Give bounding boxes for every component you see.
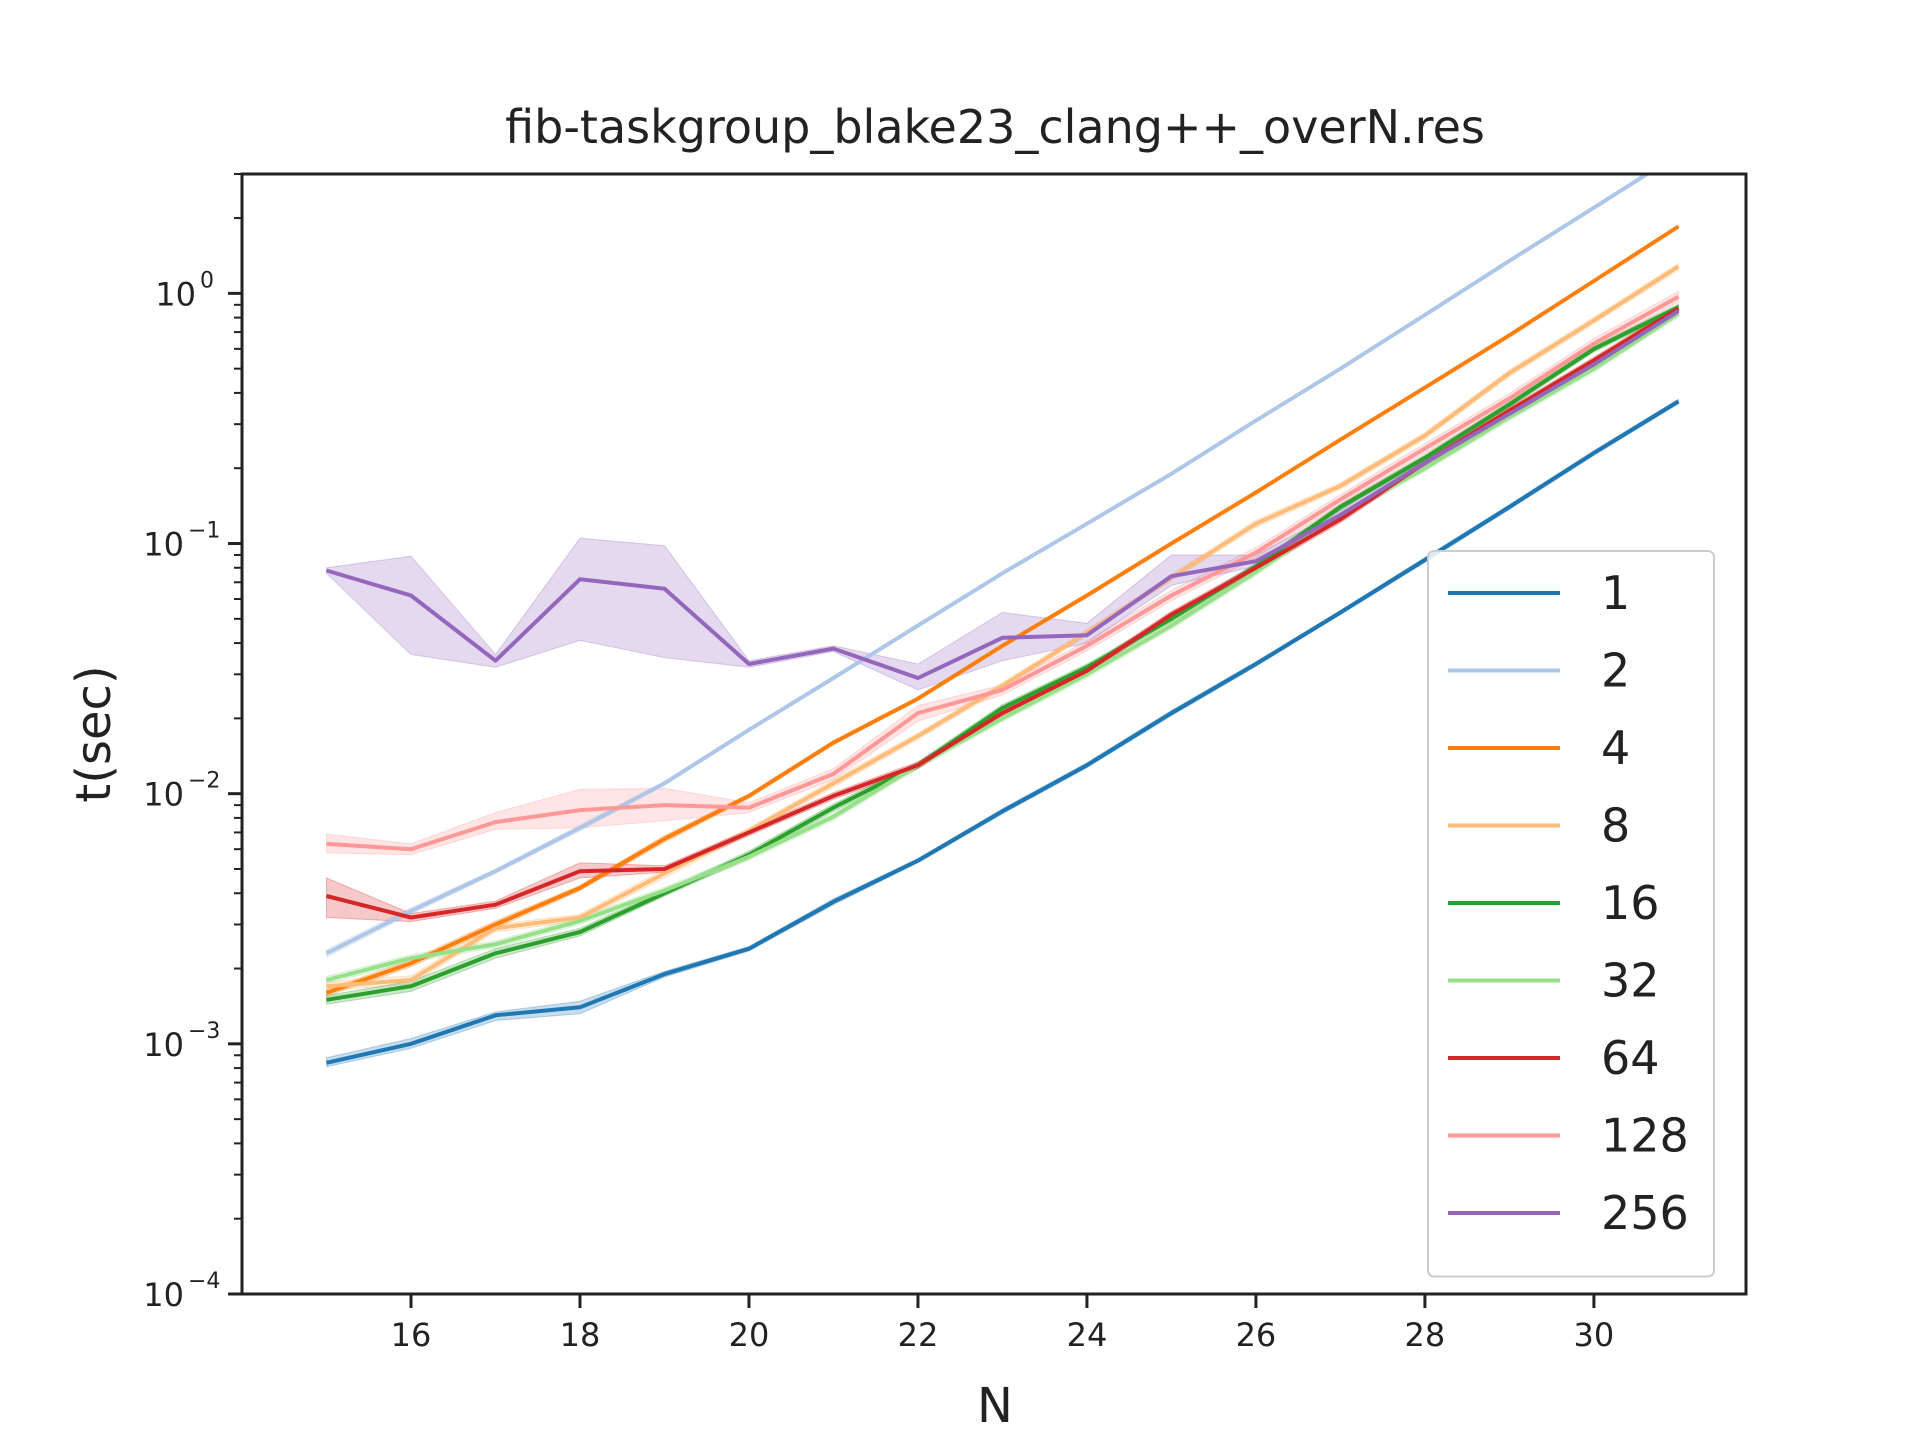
x-axis-label: N <box>977 1378 1013 1434</box>
legend-item-4: 4 <box>1448 721 1630 775</box>
legend-label: 8 <box>1601 799 1630 853</box>
x-tick-label: 24 <box>1067 1316 1108 1354</box>
y-tick-label: 10 0 <box>155 268 214 313</box>
legend-item-16: 16 <box>1448 876 1660 930</box>
y-tick-label: 10 −4 <box>143 1269 220 1314</box>
y-axis-label: t(sec) <box>66 665 122 802</box>
series-lines <box>325 174 1680 1065</box>
y-tick-label: 10 −2 <box>143 769 220 814</box>
plot-area-frame <box>240 172 1748 1296</box>
x-tick-label: 20 <box>729 1316 770 1354</box>
x-axis: 16 18 20 22 24 26 28 30 <box>391 1294 1615 1354</box>
legend: 1 2 4 8 16 32 64 128 256 <box>1427 550 1715 1278</box>
line-series-16 <box>326 305 1680 1002</box>
line-series-32 <box>326 311 1680 982</box>
y-tick-exponent: −4 <box>188 1269 220 1294</box>
y-tick-base: 10 <box>143 526 184 564</box>
legend-label: 128 <box>1601 1109 1689 1163</box>
band-series-1 <box>326 398 1679 1068</box>
legend-item-128: 128 <box>1448 1109 1689 1163</box>
band-series-128 <box>326 290 1679 856</box>
legend-item-8: 8 <box>1448 799 1630 853</box>
legend-item-2: 2 <box>1448 644 1630 698</box>
y-tick-exponent: −1 <box>188 519 220 544</box>
legend-label: 256 <box>1601 1186 1689 1240</box>
band-series-32 <box>326 309 1679 985</box>
x-tick-label: 18 <box>560 1316 601 1354</box>
y-tick-base: 10 <box>155 275 196 313</box>
legend-label: 64 <box>1601 1031 1660 1085</box>
legend-item-1: 1 <box>1448 566 1630 620</box>
y-tick-exponent: −3 <box>188 1019 220 1044</box>
line-series-128 <box>326 294 1680 852</box>
legend-item-32: 32 <box>1448 954 1660 1008</box>
line-series-2 <box>325 174 1651 956</box>
y-tick-exponent: −2 <box>188 769 220 794</box>
chart-title: fib-taskgroup_blake23_clang++_overN.res <box>505 100 1485 154</box>
legend-label: 16 <box>1601 876 1660 930</box>
legend-label: 1 <box>1601 566 1630 620</box>
legend-box <box>1427 550 1715 1278</box>
y-tick-base: 10 <box>143 776 184 814</box>
x-tick-label: 26 <box>1236 1316 1277 1354</box>
line-series-8 <box>326 264 1680 989</box>
y-tick-base: 10 <box>143 1026 184 1064</box>
y-tick-exponent: 0 <box>200 268 214 293</box>
y-tick-label: 10 −3 <box>143 1019 220 1064</box>
line-series-4 <box>325 224 1680 995</box>
x-tick-label: 22 <box>898 1316 939 1354</box>
legend-label: 4 <box>1601 721 1630 775</box>
legend-item-64: 64 <box>1448 1031 1660 1085</box>
legend-item-256: 256 <box>1448 1186 1689 1240</box>
x-tick-label: 16 <box>391 1316 432 1354</box>
band-series-8 <box>326 262 1679 992</box>
x-tick-label: 30 <box>1574 1316 1615 1354</box>
line-series-256 <box>325 309 1680 680</box>
legend-label: 32 <box>1601 954 1660 1008</box>
y-tick-label: 10 −1 <box>143 519 220 564</box>
line-series-1 <box>326 399 1680 1065</box>
legend-label: 2 <box>1601 644 1630 698</box>
y-tick-base: 10 <box>143 1276 184 1314</box>
x-tick-label: 28 <box>1405 1316 1446 1354</box>
